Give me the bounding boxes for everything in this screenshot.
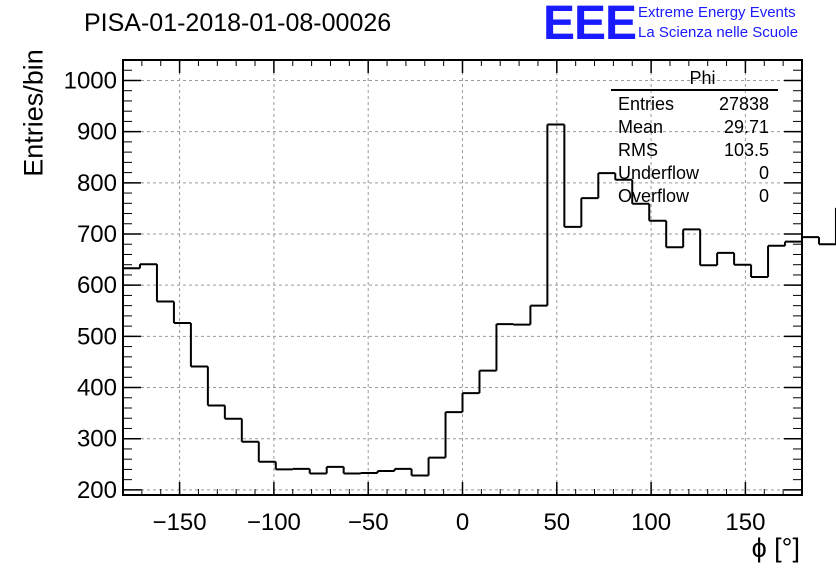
x-tick-label: 100 <box>631 509 671 536</box>
x-tick-label: 0 <box>456 509 469 536</box>
stats-row-value: 0 <box>759 186 769 206</box>
stats-row-value: 29.71 <box>724 117 769 137</box>
y-tick-label: 500 <box>77 323 117 350</box>
chart-title: PISA-01-2018-01-08-00026 <box>84 9 392 37</box>
stats-row-value: 27838 <box>719 94 769 114</box>
tick-labels: −150 −100 −50 0 50 100 150 200 300 400 500 600 700 80… <box>64 67 766 536</box>
stats-row-label: Overflow <box>618 186 690 206</box>
stats-box-name: Phi <box>689 68 715 88</box>
axes <box>122 59 803 496</box>
stats-row-label: Mean <box>618 117 663 137</box>
y-tick-label: 700 <box>77 221 117 248</box>
stats-row-value: 0 <box>759 163 769 183</box>
eee-logo: EEE <box>543 0 637 50</box>
x-tick-label: −150 <box>153 509 207 536</box>
branding-line-2: La Scienza nelle Scuole <box>638 24 799 41</box>
branding-line-1: Extreme Energy Events <box>638 4 796 21</box>
x-tick-label: 150 <box>725 509 765 536</box>
stats-row-label: Entries <box>618 94 674 114</box>
x-axis-label: ϕ [°] <box>751 533 800 563</box>
y-tick-label: 600 <box>77 272 117 299</box>
stats-row-label: Underflow <box>618 163 700 183</box>
histogram-line <box>123 123 836 477</box>
y-tick-label: 400 <box>77 375 117 402</box>
stats-row-label: RMS <box>618 140 658 160</box>
y-tick-label: 300 <box>77 426 117 453</box>
x-tick-label: −50 <box>348 509 389 536</box>
stats-box: Phi Entries 27838 Mean 29.71 RMS 103.5 Underflo… <box>611 68 778 206</box>
grid-lines <box>123 60 802 495</box>
x-tick-label: −100 <box>247 509 301 536</box>
y-tick-label: 900 <box>77 119 117 146</box>
x-tick-label: 50 <box>543 509 570 536</box>
y-tick-label: 200 <box>77 477 117 504</box>
y-tick-label: 1000 <box>64 67 117 94</box>
y-tick-label: 800 <box>77 170 117 197</box>
stats-row-value: 103.5 <box>724 140 769 160</box>
